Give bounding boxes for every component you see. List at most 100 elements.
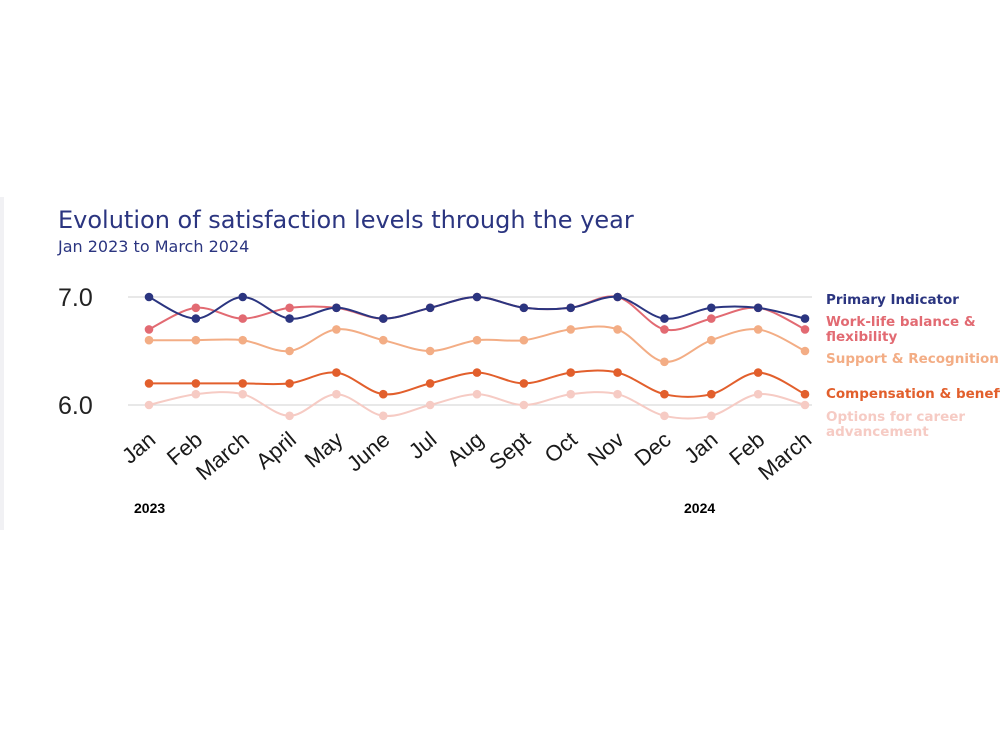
data-point: [706, 411, 716, 421]
data-point: [332, 389, 341, 399]
x-tick-label: Oct: [540, 427, 582, 468]
data-point: [472, 389, 482, 399]
data-point: [472, 368, 482, 377]
data-point: [660, 411, 669, 421]
series-line: [148, 295, 806, 332]
data-point: [519, 379, 529, 388]
grid-layer: [128, 296, 812, 406]
data-point: [425, 400, 435, 410]
data-point: [753, 389, 763, 399]
data-point: [660, 357, 669, 367]
x-tick-label: April: [251, 427, 301, 474]
data-point: [706, 335, 716, 345]
legend-item-2: Support & Recognition: [826, 351, 999, 367]
data-point: [425, 303, 435, 313]
series-4: [144, 292, 810, 323]
data-point: [706, 303, 716, 313]
data-point: [800, 389, 810, 399]
series-2: [144, 325, 810, 367]
x-tick-label: Jan: [679, 427, 722, 469]
data-point: [613, 292, 622, 302]
data-point: [800, 400, 810, 410]
data-point: [753, 303, 763, 313]
x-tick-label: Sept: [484, 427, 535, 475]
data-point: [378, 389, 388, 399]
data-point: [660, 325, 669, 334]
data-point: [753, 325, 763, 334]
legend-item-1: Compensation & benefits: [826, 386, 1000, 402]
legend-item-3: Work-life balance & flexibility: [826, 314, 976, 345]
left-edge-strip: [0, 197, 4, 530]
data-point: [285, 346, 294, 356]
x-tick-label: Dec: [630, 427, 676, 471]
data-point: [378, 314, 388, 323]
x-tick-label: March: [753, 427, 816, 485]
data-point: [144, 325, 154, 334]
data-point: [800, 346, 810, 356]
data-point: [378, 411, 388, 421]
data-point: [706, 314, 716, 323]
data-point: [144, 292, 154, 302]
data-point: [285, 379, 294, 388]
data-point: [191, 379, 201, 388]
data-point: [660, 314, 669, 323]
x-tick-label: May: [300, 427, 348, 473]
data-point: [519, 335, 529, 345]
x-tick-label: Nov: [583, 427, 629, 471]
data-point: [285, 303, 294, 313]
data-point: [332, 303, 341, 313]
data-point: [800, 325, 810, 334]
data-point: [238, 389, 248, 399]
data-point: [144, 335, 154, 345]
data-point: [285, 411, 294, 421]
year-label-2024: 2024: [684, 500, 716, 516]
data-point: [519, 400, 529, 410]
data-point: [425, 379, 435, 388]
data-point: [191, 314, 201, 323]
y-tick-label: 7.0: [58, 284, 93, 312]
data-point: [566, 389, 576, 399]
data-point: [753, 368, 763, 377]
data-point: [519, 303, 529, 313]
year-label-2023: 2023: [134, 500, 166, 516]
data-point: [425, 346, 435, 356]
legend-item-0: Options for career advancement: [826, 409, 965, 440]
y-tick-label: 6.0: [58, 392, 93, 420]
data-point: [566, 303, 576, 313]
chart-title: Evolution of satisfaction levels through…: [58, 206, 634, 234]
data-point: [706, 389, 716, 399]
data-point: [238, 335, 248, 345]
data-point: [472, 292, 482, 302]
data-point: [191, 335, 201, 345]
data-point: [613, 368, 622, 377]
data-point: [332, 368, 341, 377]
series-layer: [144, 292, 810, 421]
series-0: [144, 389, 810, 421]
data-point: [285, 314, 294, 323]
x-tick-label: Aug: [442, 427, 488, 471]
data-point: [613, 325, 622, 334]
data-point: [238, 379, 248, 388]
series-1: [144, 368, 810, 399]
x-tick-label: March: [191, 427, 254, 485]
x-tick-label: Jul: [404, 427, 442, 464]
data-point: [191, 389, 201, 399]
data-point: [660, 389, 669, 399]
data-point: [566, 368, 576, 377]
data-point: [238, 314, 248, 323]
data-point: [800, 314, 810, 323]
data-point: [332, 325, 341, 334]
data-point: [238, 292, 248, 302]
x-tick-label: June: [342, 427, 395, 477]
data-point: [144, 400, 154, 410]
data-point: [472, 335, 482, 345]
data-point: [191, 303, 201, 313]
data-point: [378, 335, 388, 345]
legend-item-4: Primary Indicator: [826, 292, 959, 308]
data-point: [566, 325, 576, 334]
chart-subtitle: Jan 2023 to March 2024: [58, 237, 250, 256]
data-point: [613, 389, 622, 399]
data-point: [144, 379, 154, 388]
